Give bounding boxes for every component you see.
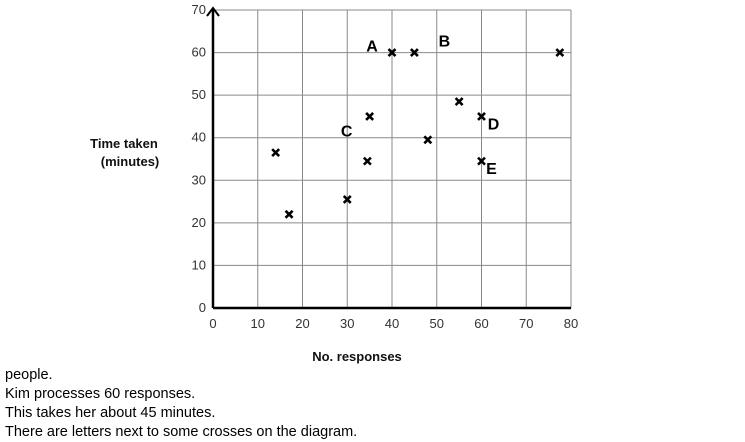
point-label-a: A xyxy=(366,39,378,56)
data-point-cross xyxy=(477,156,486,166)
point-labels: C A B D E xyxy=(341,34,499,179)
x-tick-label: 0 xyxy=(209,316,216,331)
y-tick-label: 60 xyxy=(192,45,206,60)
x-axis-title: No. responses xyxy=(312,349,402,364)
x-tick-label: 10 xyxy=(251,316,265,331)
data-point-cross xyxy=(284,209,294,219)
data-point-cross xyxy=(342,195,352,204)
point-label-c: C xyxy=(341,123,353,140)
grid-lines xyxy=(213,9,572,308)
y-axis-title-line-2: (minutes) xyxy=(101,154,160,169)
data-point-cross xyxy=(454,97,464,106)
tick-labels: 0 10 20 30 40 50 60 70 80 0 10 20 30 40 50 60 70 xyxy=(192,2,579,331)
data-point-cross xyxy=(409,48,419,57)
data-point-cross xyxy=(362,156,372,166)
axes xyxy=(206,6,571,310)
x-tick-label: 50 xyxy=(430,316,444,331)
point-label-e: E xyxy=(486,161,497,178)
point-label-d: D xyxy=(488,116,500,133)
y-tick-label: 30 xyxy=(192,172,206,187)
caption-line: There are letters next to some crosses o… xyxy=(5,424,358,440)
x-tick-label: 60 xyxy=(474,316,488,331)
x-tick-label: 40 xyxy=(385,316,399,331)
x-tick-label: 30 xyxy=(340,316,354,331)
y-tick-label: 40 xyxy=(192,130,206,145)
data-point-cross xyxy=(423,135,433,145)
y-axis-arrow xyxy=(206,6,220,17)
caption-text: people. Kim processes 60 responses. This… xyxy=(5,366,357,442)
caption-line: people. xyxy=(5,367,53,383)
x-tick-label: 80 xyxy=(564,316,578,331)
y-axis-title-line-1: Time taken xyxy=(90,136,158,151)
data-points xyxy=(271,48,565,219)
data-point-cross xyxy=(477,112,486,121)
caption-line: This takes her about 45 minutes. xyxy=(5,405,216,421)
y-tick-label: 0 xyxy=(199,300,206,315)
y-tick-label: 70 xyxy=(192,2,206,17)
point-label-b: B xyxy=(439,34,451,51)
x-tick-label: 70 xyxy=(519,316,533,331)
y-tick-label: 20 xyxy=(192,215,206,230)
data-point-cross xyxy=(365,112,375,121)
data-point-cross xyxy=(387,48,397,57)
data-point-cross xyxy=(555,48,565,57)
y-tick-label: 10 xyxy=(192,257,206,272)
scatter-chart: 0 10 20 30 40 50 60 70 80 0 10 20 30 40 50 60 70 C A B D E T… xyxy=(90,2,579,364)
data-point-cross xyxy=(271,148,281,158)
x-tick-label: 20 xyxy=(295,316,309,331)
caption-line: Kim processes 60 responses. xyxy=(5,386,196,402)
y-tick-label: 50 xyxy=(192,87,206,102)
